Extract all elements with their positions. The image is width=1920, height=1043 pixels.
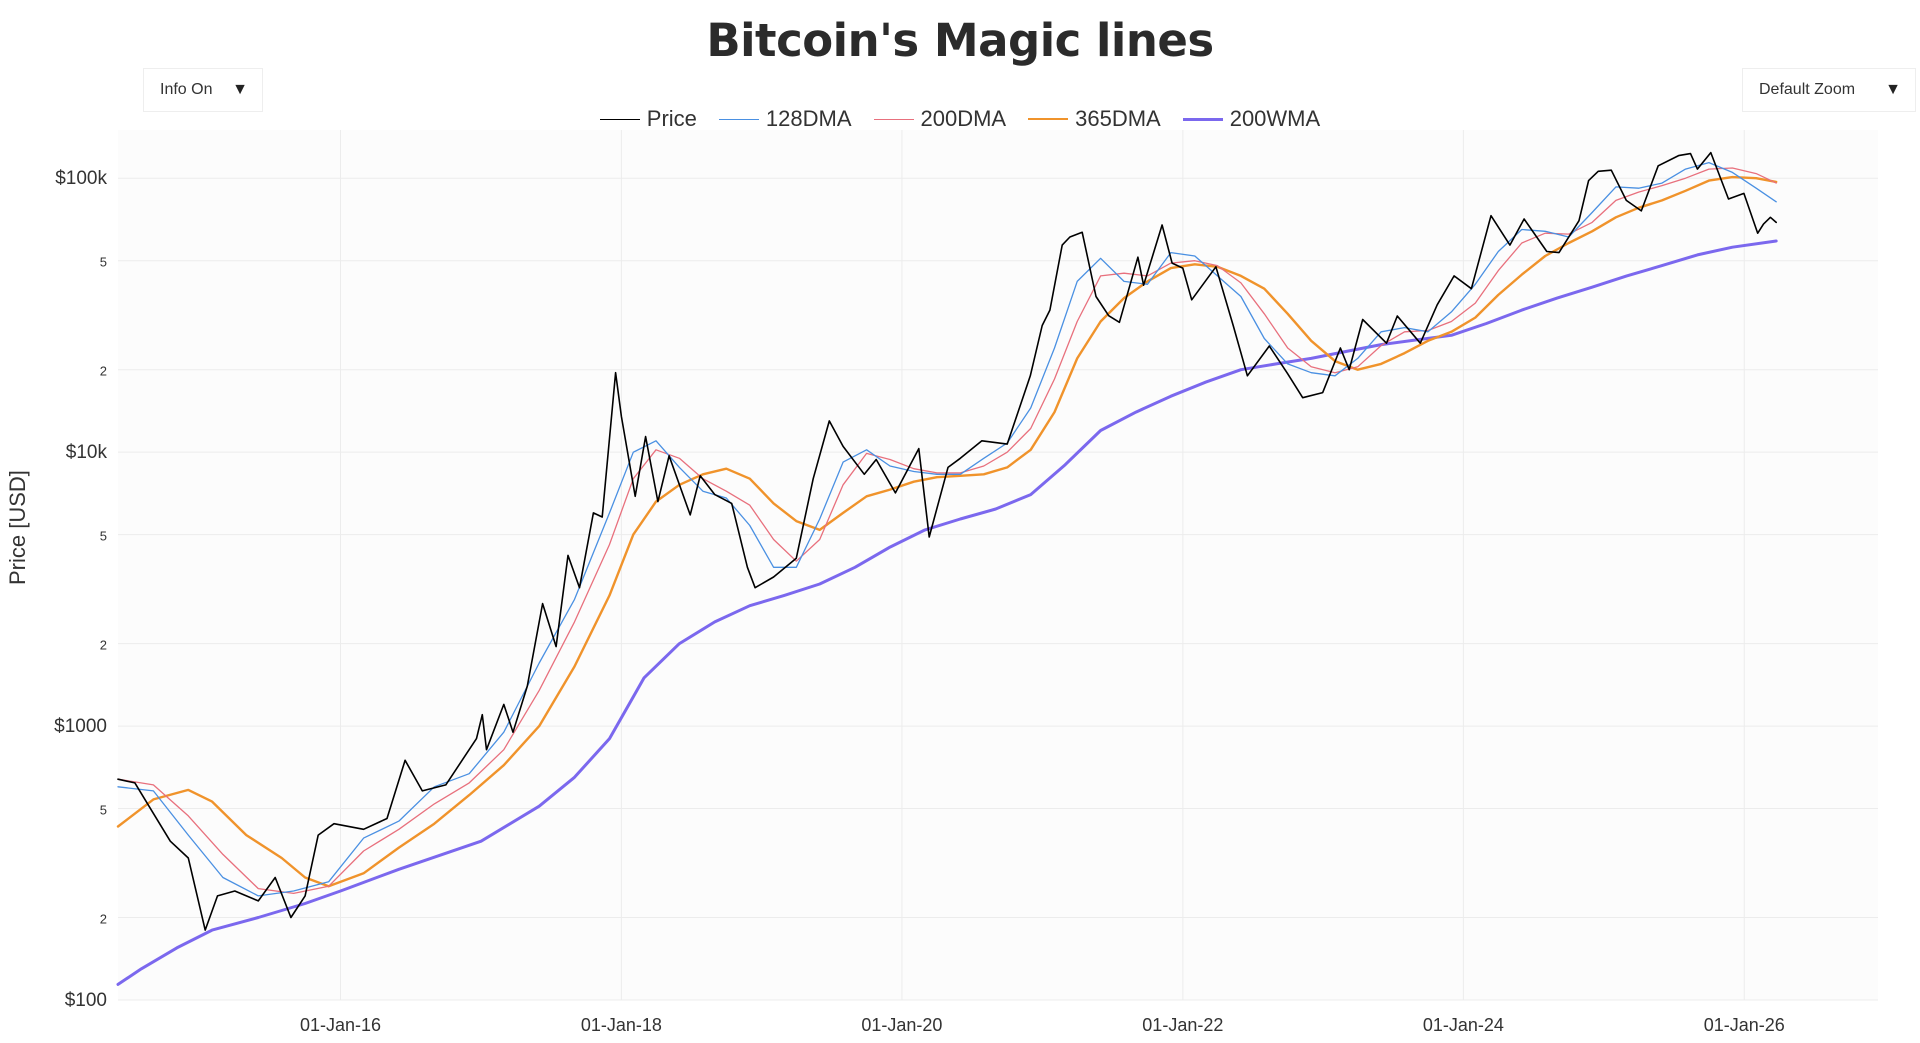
legend-label: 128DMA	[765, 106, 852, 131]
zoom-dropdown[interactable]: Default Zoom ▼	[1742, 68, 1916, 112]
legend-label: 200WMA	[1229, 106, 1321, 131]
legend-swatch	[718, 118, 759, 120]
y-tick-label: 5	[100, 529, 107, 544]
x-tick-label: 01-Jan-24	[1423, 1015, 1504, 1035]
y-tick-label: 5	[100, 803, 107, 818]
y-tick-label: 2	[100, 638, 107, 653]
x-tick-label: 01-Jan-22	[1142, 1015, 1223, 1035]
y-tick-label: $100	[65, 990, 107, 1011]
plot-area	[118, 130, 1878, 1000]
x-tick-label: 01-Jan-26	[1704, 1015, 1785, 1035]
legend-item-365dma[interactable]: 365DMA	[1028, 106, 1161, 132]
series-line-200dma	[117, 167, 1777, 895]
info-toggle-label: Info On	[160, 81, 213, 98]
legend-swatch	[599, 118, 640, 120]
y-tick-label: $1000	[54, 716, 107, 737]
series-line-365dma	[116, 175, 1778, 888]
series-line-128dma	[117, 161, 1777, 897]
legend-swatch	[873, 118, 914, 120]
legend-swatch	[1028, 118, 1069, 120]
x-tick-label: 01-Jan-16	[300, 1015, 381, 1035]
y-tick-label: $100k	[55, 168, 107, 189]
chart-legend: Price 128DMA 200DMA 365DMA 200WMA	[0, 106, 1920, 132]
legend-swatch	[1182, 117, 1223, 121]
legend-item-128dma[interactable]: 128DMA	[718, 106, 852, 132]
legend-item-price[interactable]: Price	[599, 106, 697, 132]
y-tick-label: 2	[100, 912, 107, 927]
legend-item-200dma[interactable]: 200DMA	[873, 106, 1007, 132]
info-toggle-dropdown[interactable]: Info On ▼	[143, 68, 263, 112]
legend-label: 365DMA	[1075, 106, 1161, 131]
dropdown-arrow-icon: ▼	[232, 81, 248, 98]
legend-item-200wma[interactable]: 200WMA	[1182, 106, 1321, 132]
x-tick-label: 01-Jan-18	[581, 1015, 662, 1035]
y-tick-label: 2	[100, 364, 107, 379]
legend-label: Price	[646, 106, 697, 131]
y-tick-label: 5	[100, 255, 107, 270]
x-tick-label: 01-Jan-20	[861, 1015, 942, 1035]
series-line-200wma	[116, 239, 1778, 986]
legend-label: 200DMA	[920, 106, 1007, 131]
y-tick-label: $10k	[66, 442, 108, 463]
series-line-price	[117, 151, 1777, 931]
dropdown-arrow-icon: ▼	[1885, 81, 1901, 98]
chart-title: Bitcoin's Magic lines	[706, 14, 1214, 67]
zoom-label: Default Zoom	[1759, 81, 1856, 98]
